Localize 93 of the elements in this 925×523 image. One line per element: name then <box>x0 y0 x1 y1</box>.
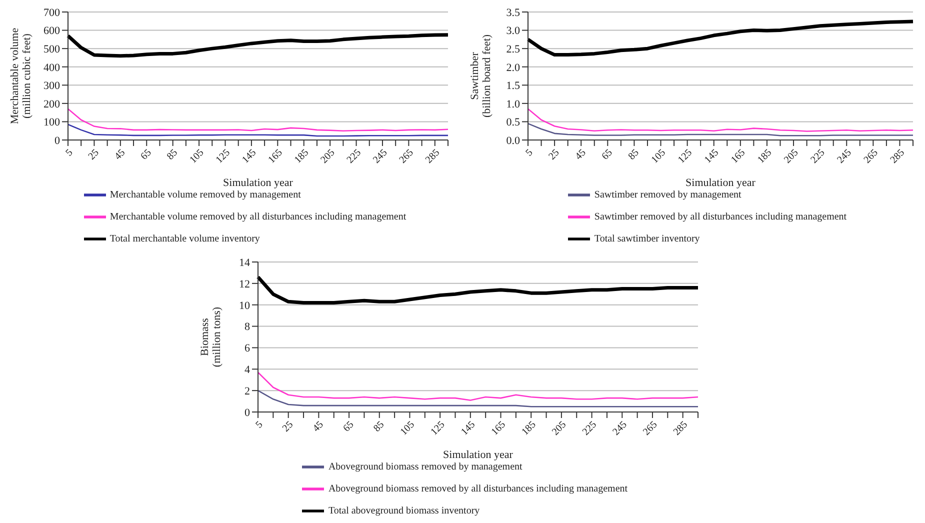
x-tick-label: 5 <box>254 419 266 431</box>
y-tick-label: 4 <box>244 364 250 376</box>
x-tick-label: 145 <box>459 419 478 438</box>
y-tick-label: 600 <box>44 25 60 38</box>
legend-label: Merchantable volume removed by management <box>110 189 301 200</box>
y-tick-label: 6 <box>244 342 250 355</box>
x-tick-label: 165 <box>266 147 285 166</box>
y-tick-label: 12 <box>239 278 250 290</box>
legend-label: Aboveground biomass removed by all disturbances including management <box>328 483 628 494</box>
x-tick-label: 105 <box>650 147 668 166</box>
y-tick-label: 1.0 <box>506 98 520 110</box>
x-tick-label: 5 <box>64 147 76 159</box>
x-tick-label: 65 <box>600 147 615 162</box>
line-series <box>67 108 449 132</box>
x-tick-label: 45 <box>310 419 326 434</box>
x-tick-label: 125 <box>676 147 694 166</box>
x-tick-label: 85 <box>626 147 642 162</box>
x-tick-label: 45 <box>112 147 128 162</box>
y-tick-label: 300 <box>44 80 60 92</box>
x-tick-label: 265 <box>641 419 660 438</box>
legend-label: Total merchantable volume inventory <box>110 233 260 244</box>
line-series <box>527 108 914 132</box>
x-tick-label: 5 <box>524 147 536 159</box>
y-tick-label: 700 <box>44 6 60 19</box>
y-tick-label: 0 <box>54 134 60 147</box>
x-tick-label: 245 <box>835 147 854 166</box>
legend-label: Sawtimber removed by management <box>594 189 742 200</box>
x-tick-label: 65 <box>138 147 154 162</box>
x-tick-label: 265 <box>397 147 416 166</box>
line-series <box>527 122 914 136</box>
x-tick-label: 185 <box>292 147 312 166</box>
line-series <box>66 33 450 58</box>
legend-label: Total sawtimber inventory <box>594 233 700 244</box>
x-tick-label: 245 <box>610 419 630 438</box>
x-tick-label: 165 <box>490 419 508 438</box>
y-tick-label: 400 <box>44 62 60 74</box>
x-tick-label: 185 <box>520 419 538 438</box>
y-tick-label: 200 <box>44 98 60 110</box>
x-tick-label: 205 <box>318 147 338 166</box>
x-tick-label: 285 <box>424 147 442 166</box>
y-tick-label: 2.5 <box>506 43 520 56</box>
y-tick-label: 2 <box>244 385 250 398</box>
line-series <box>257 372 699 401</box>
x-tick-label: 225 <box>580 419 599 438</box>
legend-label: Sawtimber removed by all disturbances including management <box>594 211 847 222</box>
x-tick-label: 65 <box>341 419 356 434</box>
x-tick-label: 145 <box>702 147 722 166</box>
y-axis-title: Merchantable volume (million cubic feet) <box>9 28 33 124</box>
legend-label: Total aboveground biomass inventory <box>328 505 480 516</box>
x-tick-label: 245 <box>371 147 390 166</box>
y-tick-label: 1.5 <box>506 80 520 92</box>
y-axis-title: Biomass (million tons) <box>199 306 223 368</box>
x-tick-label: 205 <box>550 419 569 438</box>
y-tick-label: 8 <box>244 321 250 334</box>
x-axis-title: Simulation year <box>223 177 294 189</box>
legend-label: Aboveground biomass removed by management <box>328 461 522 472</box>
y-tick-label: 0.5 <box>506 116 520 129</box>
y-tick-label: 3.0 <box>506 25 520 38</box>
x-tick-label: 45 <box>573 147 588 162</box>
x-tick-label: 285 <box>672 419 690 438</box>
x-tick-label: 125 <box>428 419 448 438</box>
y-tick-label: 10 <box>239 300 250 312</box>
x-axis-title: Simulation year <box>443 449 514 461</box>
x-tick-label: 105 <box>188 147 206 166</box>
x-tick-label: 25 <box>546 147 562 162</box>
x-tick-label: 185 <box>756 147 774 166</box>
line-series <box>526 20 915 57</box>
x-tick-label: 205 <box>782 147 801 166</box>
x-tick-label: 25 <box>280 419 296 434</box>
x-tick-label: 225 <box>345 147 364 166</box>
x-tick-label: 145 <box>240 147 259 166</box>
x-tick-label: 85 <box>165 147 180 162</box>
y-tick-label: 0.0 <box>506 134 520 147</box>
y-axis-title: Sawtimber (billion board feet) <box>469 34 493 118</box>
legend-label: Merchantable volume removed by all disturbances including management <box>110 211 406 222</box>
x-tick-label: 265 <box>862 147 880 166</box>
line-series <box>256 275 700 304</box>
x-tick-label: 285 <box>888 147 907 166</box>
line-series <box>257 390 699 408</box>
x-axis-title: Simulation year <box>686 177 756 189</box>
x-tick-label: 165 <box>729 147 748 166</box>
line-series <box>67 124 449 137</box>
x-tick-label: 225 <box>808 147 828 166</box>
x-tick-label: 85 <box>372 419 387 434</box>
y-tick-label: 100 <box>44 116 60 129</box>
y-tick-label: 0 <box>244 406 250 419</box>
x-tick-label: 105 <box>398 419 417 438</box>
y-tick-label: 500 <box>44 43 60 56</box>
y-tick-label: 3.5 <box>506 6 520 19</box>
x-tick-label: 25 <box>86 147 102 162</box>
x-tick-label: 125 <box>214 147 232 166</box>
y-tick-label: 14 <box>239 256 250 269</box>
y-tick-label: 2.0 <box>506 62 520 74</box>
